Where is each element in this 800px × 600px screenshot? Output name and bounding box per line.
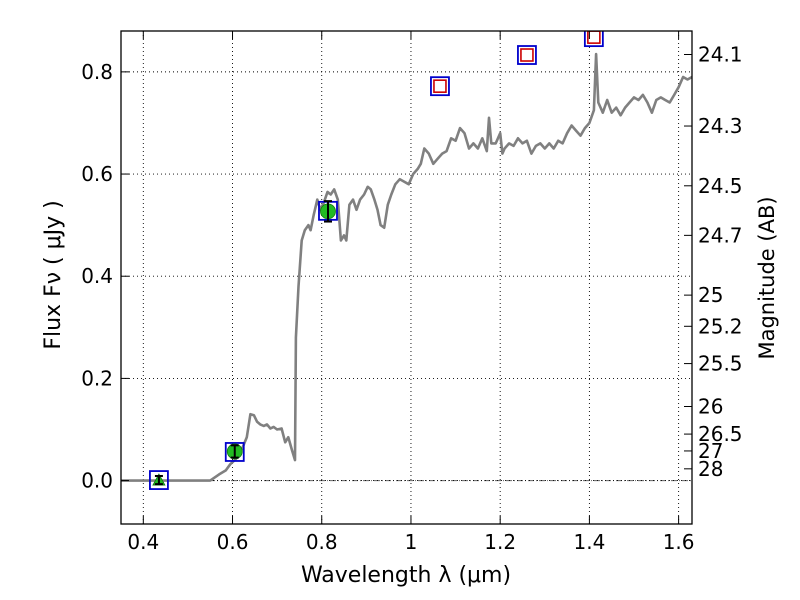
mag-tick-label: 24.7 bbox=[698, 223, 743, 247]
mag-tick-label: 24.3 bbox=[698, 114, 743, 138]
x-tick-label: 1.6 bbox=[663, 530, 695, 554]
mag-tick-label: 26 bbox=[698, 394, 723, 418]
upper-limits bbox=[433, 31, 601, 93]
x-tick-label: 1.2 bbox=[484, 530, 516, 554]
x-tick-label: 0.4 bbox=[127, 530, 159, 554]
y-tick-label: 0.0 bbox=[81, 469, 113, 493]
mag-tick-label: 28 bbox=[698, 457, 723, 481]
x-tick-label: 1 bbox=[405, 530, 418, 554]
y-tick-label: 0.6 bbox=[81, 162, 113, 186]
y-tick-label: 0.8 bbox=[81, 60, 113, 84]
mag-tick-label: 26.5 bbox=[698, 422, 743, 446]
mag-tick-label: 25 bbox=[698, 283, 723, 307]
x-tick-label: 0.8 bbox=[306, 530, 338, 554]
x-axis-label: Wavelength λ (μm) bbox=[301, 563, 511, 588]
model-band-marker bbox=[149, 470, 169, 490]
axis-ticks: 0.4 0.6 0.8 1 1.2 1.4 1.6 0.0 0.2 0.4 0.6 0.8 24.1 24… bbox=[81, 31, 743, 554]
x-tick-label: 0.6 bbox=[217, 530, 249, 554]
model-bands bbox=[149, 31, 604, 490]
y-tick-label: 0.2 bbox=[81, 366, 113, 390]
model-band-marker bbox=[430, 76, 450, 97]
model-sed-line bbox=[121, 52, 692, 482]
plot-frame bbox=[120, 30, 693, 525]
mag-tick-label: 27 bbox=[698, 439, 723, 463]
y-tick-label: 0.4 bbox=[81, 264, 113, 288]
y-axis-label: Flux Fν ( μJy ) bbox=[41, 200, 66, 349]
y-axis-right-label: Magnitude (AB) bbox=[755, 196, 779, 359]
mag-tick-label: 25.2 bbox=[698, 314, 743, 338]
model-band-marker bbox=[224, 442, 245, 462]
model-band-marker bbox=[583, 31, 604, 48]
plot-area bbox=[121, 31, 692, 490]
detections bbox=[152, 200, 336, 486]
x-tick-label: 1.4 bbox=[573, 530, 605, 554]
mag-tick-label: 24.1 bbox=[698, 43, 743, 67]
upper-limit-marker bbox=[433, 79, 447, 93]
model-band-marker bbox=[517, 45, 537, 65]
mag-tick-label: 24.5 bbox=[698, 174, 743, 198]
upper-limit-marker bbox=[520, 48, 534, 62]
mag-tick-label: 25.5 bbox=[698, 352, 743, 376]
